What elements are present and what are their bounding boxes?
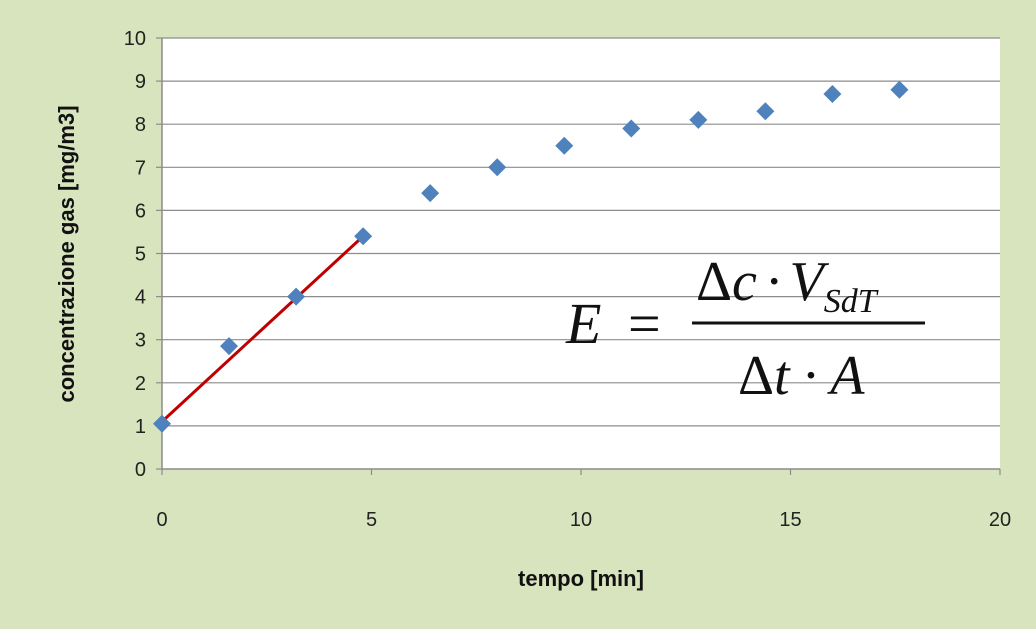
y-tick-label: 6: [135, 200, 146, 222]
y-axis-title: concentrazione gas [mg/m3]: [54, 105, 79, 402]
denominator-dot: ·: [802, 345, 821, 407]
y-tick-label: 10: [124, 28, 146, 50]
data-point: [622, 119, 641, 138]
data-points: [153, 80, 909, 433]
numerator-subscript: SdT: [824, 283, 879, 320]
numerator-delta: Δ: [696, 251, 732, 313]
denominator-delta: Δ: [738, 345, 774, 407]
formula-denominator: Δt · A: [738, 345, 865, 407]
y-tick-label: 9: [135, 71, 146, 93]
denominator-var: t: [774, 345, 791, 407]
data-point: [689, 110, 708, 129]
formula-lhs: E: [565, 291, 601, 356]
data-point: [354, 227, 373, 246]
data-point: [421, 184, 440, 203]
x-tick-label: 0: [156, 509, 167, 531]
denominator-A: A: [826, 345, 865, 407]
y-tick-label: 8: [135, 114, 146, 136]
grid-lines: [156, 37, 1000, 470]
y-tick-label: 5: [135, 244, 146, 266]
numerator-V: V: [790, 251, 830, 313]
formula-equals: =: [628, 291, 661, 356]
data-point: [823, 85, 842, 104]
formula-annotation: E = Δc · VSdT Δt · A: [565, 251, 925, 407]
data-point: [153, 414, 171, 433]
y-tick-label: 1: [135, 416, 146, 438]
data-point: [287, 287, 306, 306]
data-point: [220, 337, 239, 356]
data-point: [890, 80, 909, 99]
y-tick-label: 3: [135, 330, 146, 352]
trend-line: [160, 235, 365, 423]
x-axis-title: tempo [min]: [518, 566, 644, 591]
y-tick-label: 2: [135, 373, 146, 395]
numerator-var: c: [732, 251, 757, 313]
data-point: [756, 102, 775, 121]
x-tick-label: 5: [366, 509, 377, 531]
numerator-dot: ·: [765, 251, 784, 313]
y-tick-labels: 0 1 2 3 4 5 6 7 8 9 10: [124, 28, 146, 481]
y-tick-label: 0: [135, 459, 146, 481]
y-tick-label: 4: [135, 287, 146, 309]
y-tick-label: 7: [135, 157, 146, 179]
x-tick-label: 15: [779, 509, 801, 531]
x-tick-label: 10: [570, 509, 592, 531]
formula-numerator: Δc · VSdT: [696, 251, 879, 320]
x-tick-marks: [161, 469, 1001, 475]
x-tick-label: 20: [989, 509, 1011, 531]
data-point: [555, 136, 574, 155]
x-tick-labels: 0 5 10 15 20: [156, 509, 1011, 531]
data-point: [488, 158, 507, 177]
